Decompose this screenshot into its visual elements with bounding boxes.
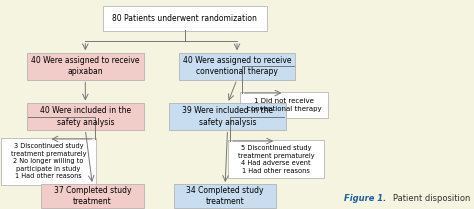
FancyBboxPatch shape [228,140,324,178]
FancyBboxPatch shape [27,53,144,80]
FancyBboxPatch shape [174,184,276,208]
Text: Figure 1.: Figure 1. [344,194,386,203]
Text: 40 Were assigned to receive
apixaban: 40 Were assigned to receive apixaban [31,56,139,76]
Text: 80 Patients underwent randomization: 80 Patients underwent randomization [112,14,257,23]
Text: 5 Discontinued study
treatment prematurely
4 Had adverse event
1 Had other reaso: 5 Discontinued study treatment premature… [238,145,314,174]
FancyBboxPatch shape [179,53,295,80]
FancyBboxPatch shape [103,6,267,31]
Text: 39 Were included in the
safety analysis: 39 Were included in the safety analysis [182,106,273,127]
Text: 40 Were included in the
safety analysis: 40 Were included in the safety analysis [40,106,131,127]
FancyBboxPatch shape [169,103,286,130]
Text: 37 Completed study
treatment: 37 Completed study treatment [54,186,131,206]
Text: 1 Did not receive
conventional therapy: 1 Did not receive conventional therapy [247,98,322,112]
Text: Patient disposition: Patient disposition [385,194,471,203]
FancyBboxPatch shape [27,103,144,130]
FancyBboxPatch shape [240,92,328,118]
FancyBboxPatch shape [1,138,96,185]
Text: 3 Discontinued study
treatment prematurely
2 No longer willing to
participate in: 3 Discontinued study treatment premature… [11,143,86,180]
FancyBboxPatch shape [41,184,144,208]
Text: 40 Were assigned to receive
conventional therapy: 40 Were assigned to receive conventional… [183,56,291,76]
Text: 34 Completed study
treatment: 34 Completed study treatment [186,186,264,206]
